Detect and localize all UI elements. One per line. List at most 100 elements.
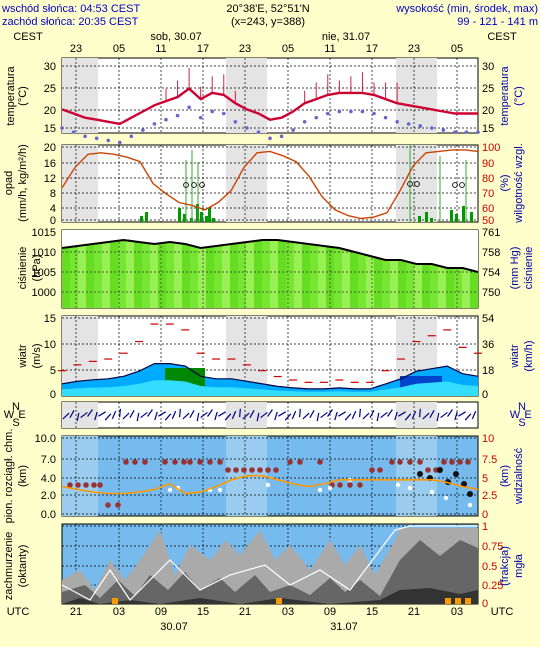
ceiling-dark-point — [453, 471, 459, 477]
top-hour-label: 05 — [113, 43, 125, 55]
clouds-left-label: zachmurzenie — [3, 532, 15, 600]
dewpoint-point — [233, 120, 238, 124]
right-tick-label: 5 — [482, 473, 488, 485]
coords-text: 20°38'E, 52°51'N — [226, 3, 309, 15]
precip-bar — [462, 206, 465, 222]
humidity-line — [61, 149, 479, 220]
fog-marker — [112, 598, 118, 604]
night-band — [396, 145, 437, 222]
pressure-shade — [150, 230, 158, 308]
ceiling-point — [369, 467, 375, 473]
ceiling-point — [337, 482, 343, 488]
bottom-date-1: 30.07 — [160, 621, 188, 633]
pressure-shade — [182, 230, 190, 308]
temp-left-label: temperatura — [5, 65, 17, 125]
wind-dir-arrow — [404, 413, 412, 421]
shower-symbol — [407, 181, 413, 187]
wind-dir-arrow — [196, 412, 200, 422]
wind-dir-arrow — [436, 412, 440, 422]
left-tick-label: 1005 — [32, 267, 56, 279]
ceiling-point — [417, 459, 423, 465]
right-tick-label: 2.5 — [482, 490, 497, 502]
ceiling-point — [273, 467, 279, 473]
precip-bar — [450, 210, 453, 222]
cloud-layer — [62, 588, 478, 604]
night-band — [396, 402, 437, 428]
ceiling-point — [249, 467, 255, 473]
compass-s-left: S — [12, 417, 19, 429]
pressure-shade — [62, 230, 70, 308]
wind-base-area — [62, 380, 478, 396]
top-zone-right: CEST — [487, 31, 517, 43]
wind-dir-arrow — [140, 411, 148, 419]
pressure-shade — [358, 230, 366, 308]
wind-dir-arrow — [80, 411, 88, 419]
left-tick-label: 8 — [50, 188, 56, 200]
shower-symbol — [414, 181, 420, 187]
wind-dir-arrow — [182, 412, 190, 420]
top-date-1: sob, 30.07 — [150, 31, 201, 43]
right-tick-label: 36 — [482, 339, 494, 351]
right-tick-label: 0.75 — [482, 541, 503, 553]
pressure-shade — [166, 230, 174, 308]
dewpoint-point — [210, 109, 215, 114]
precip-bar — [418, 216, 421, 222]
wind-dir-arrow — [224, 413, 232, 421]
dewpoint-point — [337, 109, 342, 114]
ceiling-point — [425, 467, 431, 473]
visibility-point — [467, 502, 473, 508]
pressure-shade — [342, 230, 350, 308]
top-hour-label: 11 — [324, 43, 335, 55]
wind-dir-arrow — [376, 412, 380, 422]
wind-dir-arrow — [200, 411, 208, 419]
right-tick-label: 0.25 — [482, 580, 503, 592]
visibility-point — [407, 485, 413, 491]
pressure-shade — [366, 230, 374, 308]
wind-dir-arrow — [214, 411, 218, 421]
wind-line — [61, 363, 479, 390]
pressure-shade — [70, 230, 78, 308]
precip-bar — [208, 208, 211, 222]
ceiling-point — [123, 459, 129, 465]
left-tick-label: 4.0 — [41, 473, 56, 485]
left-tick-label: 0 — [50, 215, 56, 227]
wind-dir-arrow — [316, 412, 320, 422]
wind-dir-arrow — [419, 408, 421, 418]
left-tick-label: 20 — [44, 142, 56, 154]
dewpoint-point — [360, 109, 365, 114]
fog-marker — [465, 598, 471, 604]
wind-dir-arrow — [179, 408, 181, 418]
wind-dir-arrow — [351, 410, 357, 420]
right-tick-label: 25 — [482, 83, 494, 95]
precip-bar — [470, 212, 473, 222]
right-tick-label: 10 — [482, 433, 494, 445]
ceiling-left-label: pion. rozciągł. chm. — [3, 429, 15, 524]
wind-dir-arrow — [171, 410, 177, 420]
dewpoint-point — [245, 126, 249, 130]
right-tick-label: 758 — [482, 247, 500, 259]
bottom-hour-label: 09 — [324, 606, 336, 618]
dewpoint-point — [406, 122, 411, 126]
left-tick-label: 15 — [44, 123, 56, 135]
pressure-shade — [310, 230, 318, 308]
pressure-shade — [86, 230, 94, 308]
pressure-shade — [222, 230, 230, 308]
ceiling-point — [287, 459, 293, 465]
dewpoint-point — [453, 130, 457, 134]
pressure-shade — [438, 230, 446, 308]
wind-dir-arrow — [334, 411, 338, 421]
pressure-shade — [126, 230, 134, 308]
right-tick-label: 60 — [482, 203, 494, 215]
precip-bar — [178, 208, 181, 222]
shower-symbol — [459, 182, 465, 188]
wind-dir-arrow — [104, 413, 112, 421]
wind-dir-arrow — [398, 411, 406, 417]
night-band — [62, 436, 98, 516]
wind-dir-arrow — [320, 411, 328, 419]
bottom-hour-label: 09 — [155, 606, 167, 618]
top-hour-label: 23 — [70, 43, 82, 55]
precip-bar — [455, 214, 458, 222]
top-hour-label: 17 — [366, 43, 378, 55]
compass-n-left: N — [12, 401, 20, 413]
shower-symbol — [452, 182, 458, 188]
